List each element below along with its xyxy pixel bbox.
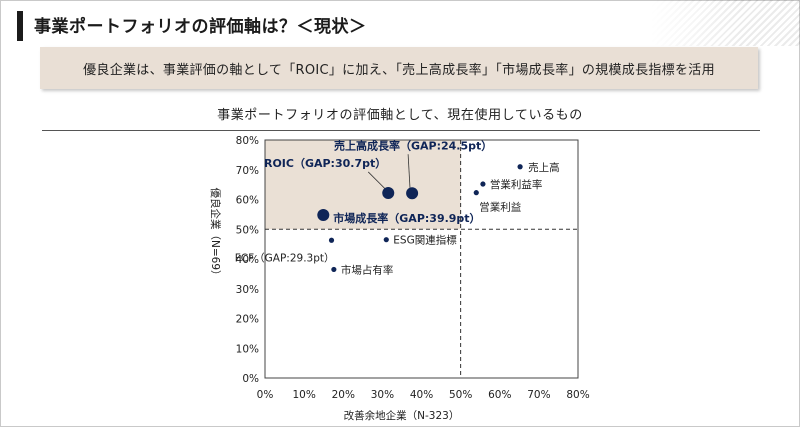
data-label: 営業利益: [479, 201, 521, 214]
chart-title: 事業ポートフォリオの評価軸として、現在使用しているもの: [217, 108, 583, 123]
data-label: FCF（GAP:29.3pt）: [235, 252, 335, 264]
leader-line: [407, 154, 411, 191]
y-tick-label: 60%: [236, 195, 259, 207]
x-axis-label: 改善余地企業（N-323）: [344, 409, 460, 422]
data-label: 売上高: [528, 161, 560, 174]
y-tick-label: 0%: [242, 373, 259, 385]
data-label: 売上高成長率（GAP:24.5pt）: [334, 138, 492, 152]
data-label: ESG関連指標: [393, 234, 457, 247]
y-tick-label: 30%: [236, 284, 259, 296]
x-tick-label: 30%: [371, 389, 394, 401]
x-tick-label: 40%: [410, 389, 433, 401]
y-tick-label: 80%: [236, 135, 259, 147]
x-tick-label: 0%: [257, 389, 274, 401]
data-point: [480, 181, 486, 187]
data-label: 市場成長率（GAP:39.9pt）: [333, 211, 480, 225]
data-point: [317, 208, 330, 221]
x-tick-label: 80%: [566, 389, 589, 401]
y-tick-label: 20%: [236, 314, 259, 326]
y-tick-label: 40%: [236, 254, 259, 266]
key-message-text: 優良企業は、事業評価の軸として「ROIC」に加え、「売上高成長率」「市場成長率」…: [83, 63, 715, 78]
x-tick-label: 20%: [332, 389, 355, 401]
x-tick-label: 50%: [449, 389, 472, 401]
title-divider: [42, 130, 760, 131]
y-tick-label: 50%: [236, 224, 259, 236]
data-point: [328, 237, 335, 243]
highlight-region: [265, 140, 461, 230]
data-point: [473, 190, 479, 196]
y-tick-label: 70%: [236, 165, 259, 177]
data-label: 市場占有率: [341, 263, 394, 276]
x-tick-label: 60%: [488, 389, 511, 401]
x-tick-label: 10%: [292, 389, 315, 401]
data-label: 営業利益率: [490, 178, 543, 191]
page-title: 事業ポートフォリオの評価軸は？＜現状＞: [34, 17, 367, 37]
key-message-banner: 優良企業は、事業評価の軸として「ROIC」に加え、「売上高成長率」「市場成長率」…: [40, 47, 758, 89]
plot-area: [264, 139, 579, 379]
y-tick-label: 10%: [236, 343, 259, 355]
data-point: [382, 186, 395, 199]
y-axis-label: 優良企業（N=69）: [209, 187, 222, 280]
x-tick-label: 70%: [527, 389, 550, 401]
decorative-hatch: [650, 0, 800, 46]
data-point: [406, 187, 419, 200]
title-accent-bar: [17, 11, 23, 41]
data-point: [383, 237, 389, 243]
data-point: [517, 164, 523, 170]
leader-line: [367, 171, 387, 191]
data-point: [331, 266, 337, 273]
data-label: ROIC（GAP:30.7pt）: [264, 157, 386, 170]
